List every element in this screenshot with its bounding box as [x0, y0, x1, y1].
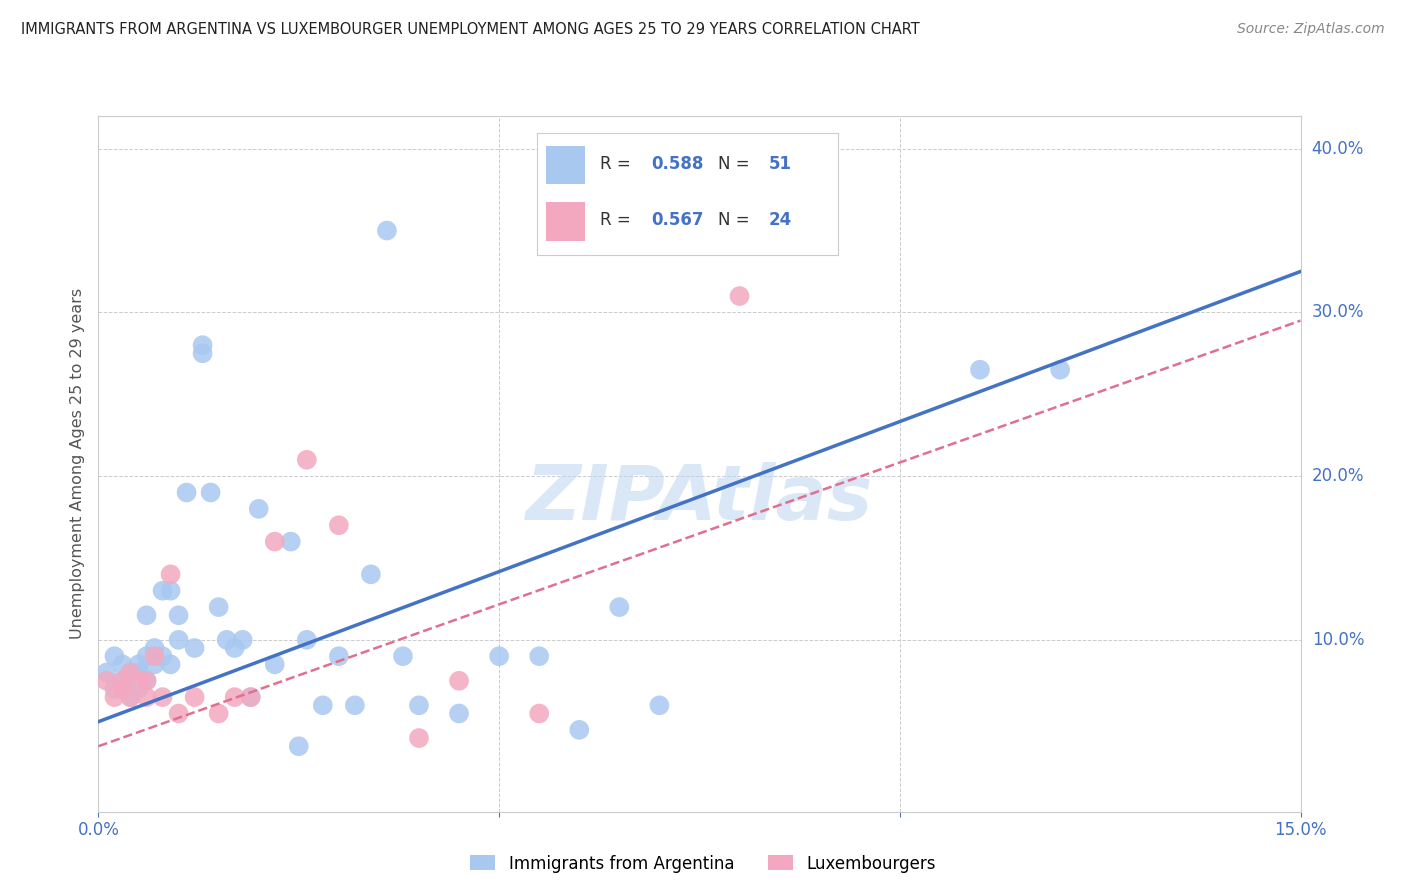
Point — [135, 608, 157, 623]
Point — [447, 673, 470, 688]
Point — [239, 690, 262, 705]
Point — [159, 567, 181, 582]
Point — [447, 706, 470, 721]
Point — [224, 640, 246, 655]
Point — [312, 698, 335, 713]
Point — [215, 632, 238, 647]
Point — [328, 649, 350, 664]
Point — [288, 739, 311, 754]
Point — [103, 690, 125, 705]
Point — [120, 690, 142, 705]
Point — [263, 657, 285, 672]
Point — [128, 681, 150, 696]
Point — [135, 673, 157, 688]
Point — [375, 223, 398, 237]
Point — [280, 534, 302, 549]
Point — [728, 289, 751, 303]
Point — [200, 485, 222, 500]
Point — [328, 518, 350, 533]
Point — [128, 657, 150, 672]
Point — [128, 673, 150, 688]
Point — [191, 338, 214, 352]
Point — [568, 723, 591, 737]
Point — [143, 649, 166, 664]
Point — [295, 452, 318, 467]
Point — [969, 362, 991, 376]
Point — [111, 673, 134, 688]
Text: ZIPAtlas: ZIPAtlas — [526, 462, 873, 535]
Point — [247, 501, 270, 516]
Point — [263, 534, 285, 549]
Text: 30.0%: 30.0% — [1312, 303, 1364, 321]
Point — [360, 567, 382, 582]
Point — [143, 657, 166, 672]
Point — [239, 690, 262, 705]
Text: 10.0%: 10.0% — [1312, 631, 1364, 648]
Point — [120, 690, 142, 705]
Point — [609, 600, 631, 615]
Point — [529, 649, 551, 664]
Point — [1049, 362, 1071, 376]
Point — [224, 690, 246, 705]
Point — [167, 608, 190, 623]
Point — [103, 649, 125, 664]
Point — [143, 640, 166, 655]
Point — [128, 665, 150, 680]
Point — [135, 673, 157, 688]
Point — [392, 649, 415, 664]
Point — [111, 657, 134, 672]
Point — [135, 649, 157, 664]
Point — [208, 706, 231, 721]
Point — [183, 690, 205, 705]
Text: Source: ZipAtlas.com: Source: ZipAtlas.com — [1237, 22, 1385, 37]
Point — [408, 731, 430, 745]
Point — [176, 485, 198, 500]
Point — [648, 698, 671, 713]
Point — [152, 649, 174, 664]
Point — [343, 698, 366, 713]
Point — [96, 665, 118, 680]
Point — [208, 600, 231, 615]
Point — [488, 649, 510, 664]
Y-axis label: Unemployment Among Ages 25 to 29 years: Unemployment Among Ages 25 to 29 years — [69, 288, 84, 640]
Point — [159, 657, 181, 672]
Text: IMMIGRANTS FROM ARGENTINA VS LUXEMBOURGER UNEMPLOYMENT AMONG AGES 25 TO 29 YEARS: IMMIGRANTS FROM ARGENTINA VS LUXEMBOURGE… — [21, 22, 920, 37]
Point — [135, 690, 157, 705]
Point — [152, 690, 174, 705]
Point — [120, 665, 142, 680]
Point — [183, 640, 205, 655]
Point — [232, 632, 254, 647]
Point — [167, 632, 190, 647]
Point — [295, 632, 318, 647]
Point — [159, 583, 181, 598]
Text: 20.0%: 20.0% — [1312, 467, 1364, 485]
Point — [120, 665, 142, 680]
Point — [96, 673, 118, 688]
Point — [408, 698, 430, 713]
Point — [103, 681, 125, 696]
Point — [111, 673, 134, 688]
Point — [152, 583, 174, 598]
Legend: Immigrants from Argentina, Luxembourgers: Immigrants from Argentina, Luxembourgers — [464, 848, 942, 880]
Point — [191, 346, 214, 360]
Point — [167, 706, 190, 721]
Text: 40.0%: 40.0% — [1312, 140, 1364, 158]
Point — [529, 706, 551, 721]
Point — [111, 681, 134, 696]
